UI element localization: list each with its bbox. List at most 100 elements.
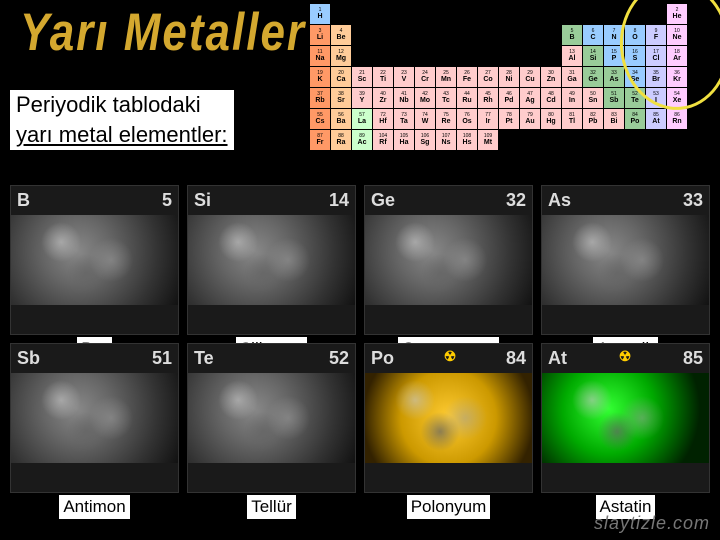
pt-cell-H: 1H: [310, 4, 330, 24]
pt-cell-Ni: 28Ni: [499, 67, 519, 87]
radiation-icon: ☢: [444, 348, 457, 369]
pt-cell-Ha: 105Ha: [394, 130, 414, 150]
element-number: 32: [506, 190, 526, 211]
element-number: 51: [152, 348, 172, 369]
pt-cell-Mn: 25Mn: [436, 67, 456, 87]
pt-cell-Y: 39Y: [352, 88, 372, 108]
element-label: Tellür: [247, 495, 296, 519]
pt-cell-C: 6C: [583, 25, 603, 45]
watermark: slaytizle.com: [594, 513, 710, 534]
element-image: [188, 373, 355, 463]
pt-cell-Bi: 83Bi: [604, 109, 624, 129]
pt-cell-Ru: 44Ru: [457, 88, 477, 108]
pt-cell-Fr: 87Fr: [310, 130, 330, 150]
pt-cell-In: 49In: [562, 88, 582, 108]
subtitle-line-1: Periyodik tablodaki: [10, 90, 234, 120]
pt-cell-Sg: 106Sg: [415, 130, 435, 150]
pt-cell-Ga: 31Ga: [562, 67, 582, 87]
element-symbol: Ge: [371, 190, 395, 211]
pt-cell-Ac: 89Ac: [352, 130, 372, 150]
pt-cell-Hs: 108Hs: [457, 130, 477, 150]
element-label: Antimon: [59, 495, 129, 519]
pt-cell-Fe: 26Fe: [457, 67, 477, 87]
element-card-ge: Ge 32: [364, 185, 533, 335]
slide-subtitle: Periyodik tablodaki yarı metal elementle…: [10, 90, 234, 150]
pt-cell-Rn: 86Rn: [667, 109, 687, 129]
pt-cell-Cu: 29Cu: [520, 67, 540, 87]
pt-cell-Hg: 80Hg: [541, 109, 561, 129]
pt-cell-Al: 13Al: [562, 46, 582, 66]
pt-cell-Hf: 72Hf: [373, 109, 393, 129]
pt-cell-Cd: 48Cd: [541, 88, 561, 108]
pt-cell-Co: 27Co: [478, 67, 498, 87]
pt-cell-Pb: 82Pb: [583, 109, 603, 129]
pt-cell-Os: 76Os: [457, 109, 477, 129]
element-symbol: Po: [371, 348, 394, 369]
element-image: [188, 215, 355, 305]
element-card-b: B5: [10, 185, 179, 335]
pt-cell-Mt: 109Mt: [478, 130, 498, 150]
element-number: 84: [506, 348, 526, 369]
element-number: 52: [329, 348, 349, 369]
pt-cell-Rb: 37Rb: [310, 88, 330, 108]
slide-title: Yarı Metaller: [20, 3, 306, 63]
pt-cell-Ti: 22Ti: [373, 67, 393, 87]
element-symbol: B: [17, 190, 30, 211]
pt-cell-La: 57La: [352, 109, 372, 129]
pt-cell-Sc: 21Sc: [352, 67, 372, 87]
element-number: 5: [162, 190, 172, 211]
pt-cell-Na: 11Na: [310, 46, 330, 66]
element-card-sb: Sb 51: [10, 343, 179, 493]
pt-cell-V: 23V: [394, 67, 414, 87]
pt-cell-Zr: 40Zr: [373, 88, 393, 108]
pt-cell-Tl: 81Tl: [562, 109, 582, 129]
pt-cell-At: 85At: [646, 109, 666, 129]
element-symbol: Te: [194, 348, 214, 369]
pt-cell-Sb: 51Sb: [604, 88, 624, 108]
element-card-as: As 33: [541, 185, 710, 335]
pt-cell-Ca: 20Ca: [331, 67, 351, 87]
pt-cell-K: 19K: [310, 67, 330, 87]
pt-cell-B: 5B: [562, 25, 582, 45]
pt-cell-Au: 79Au: [520, 109, 540, 129]
pt-cell-Ba: 56Ba: [331, 109, 351, 129]
element-image: [11, 215, 178, 305]
pt-cell-Cs: 55Cs: [310, 109, 330, 129]
element-number: 14: [329, 190, 349, 211]
element-number: 33: [683, 190, 703, 211]
pt-cell-Tc: 43Tc: [436, 88, 456, 108]
pt-cell-Zn: 30Zn: [541, 67, 561, 87]
pt-cell-Re: 75Re: [436, 109, 456, 129]
element-card-te: Te 52: [187, 343, 356, 493]
element-label: Polonyum: [407, 495, 491, 519]
pt-cell-Be: 4Be: [331, 25, 351, 45]
element-image: [542, 373, 709, 463]
pt-cell-Cr: 24Cr: [415, 67, 435, 87]
element-card-si: Si14: [187, 185, 356, 335]
element-card-at: At☢85: [541, 343, 710, 493]
pt-cell-Li: 3Li: [310, 25, 330, 45]
pt-cell-Po: 84Po: [625, 109, 645, 129]
pt-cell-Sr: 38Sr: [331, 88, 351, 108]
element-symbol: As: [548, 190, 571, 211]
pt-cell-Mo: 42Mo: [415, 88, 435, 108]
element-image: [542, 215, 709, 305]
pt-cell-Pt: 78Pt: [499, 109, 519, 129]
pt-cell-W: 74W: [415, 109, 435, 129]
pt-cell-Nb: 41Nb: [394, 88, 414, 108]
pt-cell-Pd: 46Pd: [499, 88, 519, 108]
pt-cell-Ag: 47Ag: [520, 88, 540, 108]
pt-cell-Ta: 73Ta: [394, 109, 414, 129]
element-card-po: Po ☢ 84: [364, 343, 533, 493]
pt-cell-Rf: 104Rf: [373, 130, 393, 150]
subtitle-line-2: yarı metal elementler:: [10, 120, 234, 150]
element-symbol: Sb: [17, 348, 40, 369]
pt-cell-Sn: 50Sn: [583, 88, 603, 108]
pt-cell-Mg: 12Mg: [331, 46, 351, 66]
pt-cell-Si: 14Si: [583, 46, 603, 66]
pt-cell-Ns: 107Ns: [436, 130, 456, 150]
element-grid: B5BorSi14SilisyumGe32GermanyumAs33Arseni…: [10, 185, 710, 493]
element-image: [11, 373, 178, 463]
pt-cell-Rh: 45Rh: [478, 88, 498, 108]
element-number: 85: [683, 348, 703, 369]
